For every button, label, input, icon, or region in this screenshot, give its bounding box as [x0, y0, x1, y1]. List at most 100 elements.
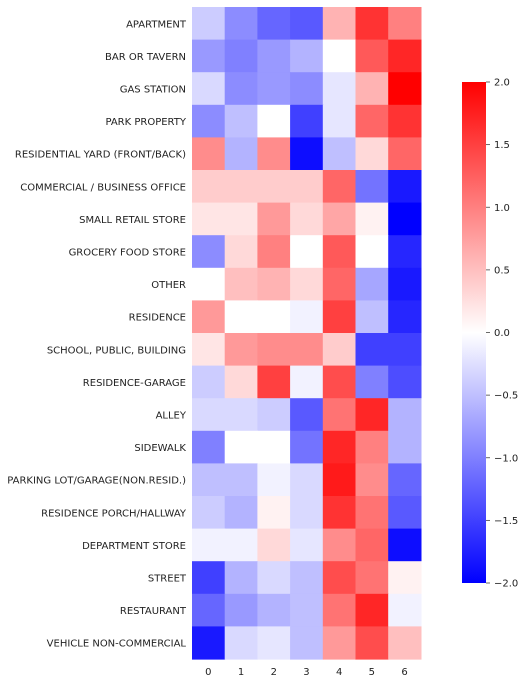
- heatmap-cell: [322, 463, 357, 497]
- heatmap-cell: [257, 626, 291, 660]
- heatmap-cell: [257, 398, 291, 432]
- heatmap-cell: [322, 430, 357, 464]
- heatmap-cell: [224, 626, 258, 660]
- heatmap-cell: [224, 202, 258, 236]
- heatmap-cell: [224, 170, 258, 204]
- heatmap-cells: [192, 7, 422, 660]
- heatmap-cell: [257, 333, 291, 367]
- heatmap-cell: [224, 333, 258, 367]
- heatmap-cell: [192, 170, 226, 204]
- heatmap-cell: [388, 398, 422, 432]
- y-tick-label: RESIDENCE-GARAGE: [83, 378, 186, 389]
- heatmap-cell: [355, 463, 389, 497]
- colorbar-tick-label: −1.0: [494, 453, 518, 464]
- heatmap-cell: [257, 463, 291, 497]
- heatmap-cell: [257, 170, 291, 204]
- y-tick-label: RESTAURANT: [120, 606, 187, 617]
- heatmap-cell: [322, 626, 357, 660]
- heatmap-cell: [290, 398, 324, 432]
- heatmap-cell: [388, 430, 422, 464]
- heatmap-cell: [257, 267, 291, 301]
- heatmap-cell: [388, 333, 422, 367]
- heatmap-cell: [388, 496, 422, 530]
- heatmap-cell: [355, 561, 389, 595]
- heatmap-cell: [322, 365, 357, 399]
- heatmap-cell: [257, 561, 291, 595]
- heatmap-cell: [355, 496, 389, 530]
- heatmap-cell: [388, 104, 422, 138]
- heatmap-cell: [355, 593, 389, 627]
- heatmap-cell: [257, 72, 291, 106]
- heatmap-cell: [322, 300, 357, 334]
- heatmap-cell: [192, 430, 226, 464]
- heatmap-cell: [355, 235, 389, 269]
- heatmap-cell: [388, 528, 422, 562]
- heatmap-cell: [192, 72, 226, 106]
- heatmap-cell: [388, 463, 422, 497]
- heatmap-cell: [224, 300, 258, 334]
- heatmap-cell: [192, 7, 226, 41]
- heatmap-cell: [355, 333, 389, 367]
- heatmap-cell: [192, 137, 226, 171]
- heatmap-cell: [322, 333, 357, 367]
- y-tick-label: SMALL RETAIL STORE: [79, 215, 186, 226]
- heatmap-cell: [290, 593, 324, 627]
- heatmap-cell: [322, 235, 357, 269]
- heatmap-cell: [257, 430, 291, 464]
- heatmap-cell: [388, 365, 422, 399]
- heatmap-cell: [290, 463, 324, 497]
- x-tick-labels: 0 1 2 3 4 5 6: [205, 667, 408, 678]
- heatmap-cell: [257, 202, 291, 236]
- heatmap-cell: [192, 104, 226, 138]
- x-tick-label: 2: [271, 667, 277, 678]
- heatmap-cell: [224, 430, 258, 464]
- heatmap-cell: [290, 365, 324, 399]
- y-tick-label: RESIDENCE PORCH/HALLWAY: [41, 508, 187, 519]
- colorbar-tick-label: 0.0: [494, 328, 510, 339]
- heatmap-cell: [388, 202, 422, 236]
- y-tick-label: APARTMENT: [126, 19, 187, 30]
- heatmap-cell: [290, 626, 324, 660]
- heatmap-cell: [322, 267, 357, 301]
- heatmap-cell: [322, 170, 357, 204]
- y-tick-label: VEHICLE NON-COMMERCIAL: [47, 639, 187, 650]
- y-tick-label: COMMERCIAL / BUSINESS OFFICE: [20, 182, 186, 193]
- y-tick-labels: APARTMENT BAR OR TAVERN GAS STATION PARK PR…: [7, 19, 187, 649]
- y-tick-label: SCHOOL, PUBLIC, BUILDING: [47, 345, 186, 356]
- heatmap-cell: [322, 496, 357, 530]
- heatmap-cell: [388, 626, 422, 660]
- heatmap-cell: [322, 7, 357, 41]
- heatmap-cell: [257, 39, 291, 73]
- heatmap-cell: [224, 496, 258, 530]
- heatmap-cell: [322, 398, 357, 432]
- heatmap-cell: [322, 104, 357, 138]
- y-tick-label: SIDEWALK: [134, 443, 186, 454]
- heatmap-cell: [192, 398, 226, 432]
- heatmap-cell: [192, 528, 226, 562]
- y-tick-label: GAS STATION: [120, 85, 186, 96]
- heatmap-cell: [192, 593, 226, 627]
- heatmap-cell: [257, 235, 291, 269]
- heatmap-cell: [355, 104, 389, 138]
- heatmap-cell: [192, 463, 226, 497]
- y-tick-label: PARK PROPERTY: [105, 117, 186, 128]
- heatmap-cell: [388, 137, 422, 171]
- heatmap-cell: [322, 72, 357, 106]
- heatmap-cell: [224, 365, 258, 399]
- x-tick-label: 5: [369, 667, 375, 678]
- heatmap-cell: [355, 398, 389, 432]
- colorbar-ticks: 2.0 1.5 1.0 0.5 0.0 −0.5 −1.0 −1.5 −2.0: [486, 78, 518, 590]
- heatmap-cell: [192, 235, 226, 269]
- heatmap-cell: [257, 137, 291, 171]
- heatmap-cell: [290, 39, 324, 73]
- heatmap-cell: [355, 39, 389, 73]
- heatmap-cell: [192, 561, 226, 595]
- heatmap-cell: [355, 528, 389, 562]
- heatmap-cell: [388, 7, 422, 41]
- y-tick-label: BAR OR TAVERN: [105, 52, 186, 63]
- heatmap-cell: [257, 593, 291, 627]
- heatmap-cell: [192, 267, 226, 301]
- heatmap-cell: [192, 39, 226, 73]
- x-tick-label: 6: [401, 667, 407, 678]
